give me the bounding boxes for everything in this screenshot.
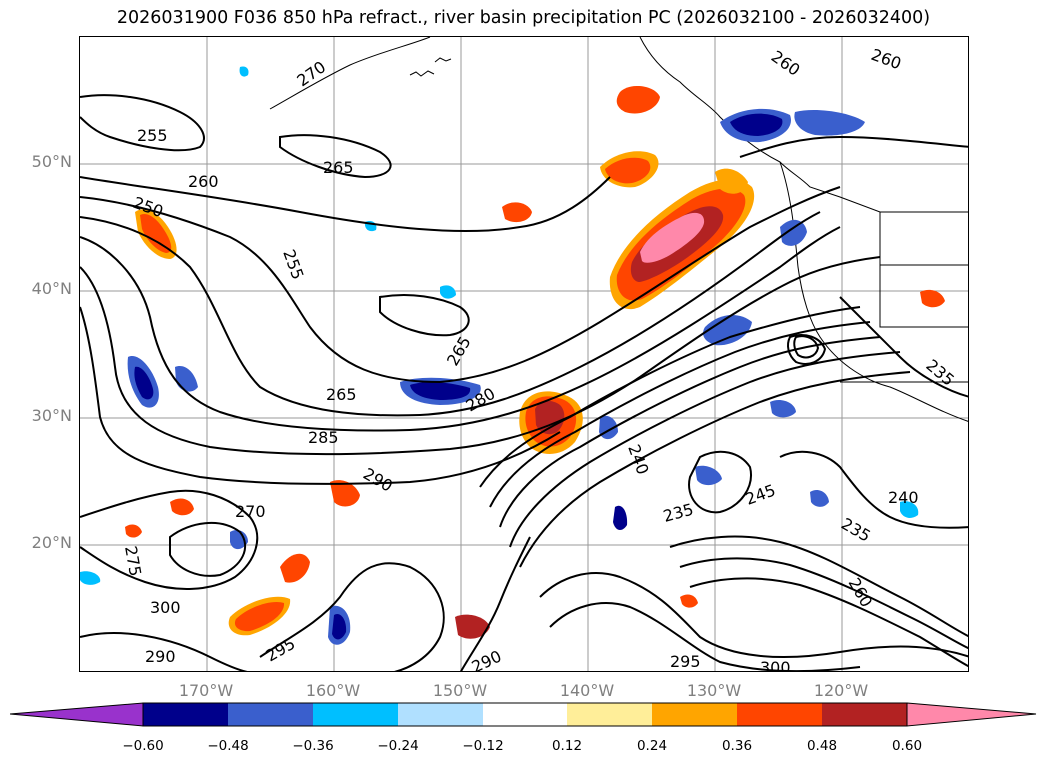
lon-label-170w: 170°W: [178, 681, 234, 700]
precip-shading: [80, 66, 945, 645]
lat-label-30n: 30°N: [31, 406, 72, 425]
map-canvas: 270 260 260 255 265 260 250 255 265 265 …: [80, 37, 968, 672]
contour-label: 265: [326, 385, 357, 404]
lon-label-130w: 130°W: [686, 681, 742, 700]
contour-label: 285: [308, 428, 339, 447]
contour-label: 270: [235, 502, 266, 521]
contour-label: 300: [150, 598, 181, 617]
contour-label: 240: [624, 442, 652, 477]
map-title: 2026031900 F036 850 hPa refract., river …: [116, 8, 931, 28]
contour-label: 265: [443, 333, 475, 369]
colorbar-bin: [737, 703, 822, 726]
colorbar-tick-label: −0.12: [462, 738, 504, 754]
lon-label-120w: 120°W: [813, 681, 869, 700]
colorbar-tick-label: −0.60: [122, 738, 164, 754]
contour-label: 245: [743, 480, 778, 508]
contour-label: 260: [768, 47, 804, 80]
contour-label: 235: [922, 356, 958, 390]
lon-label-150w: 150°W: [432, 681, 488, 700]
contour-label: 240: [888, 488, 919, 507]
colorbar-bin: [398, 703, 483, 726]
colorbar-bin: [822, 703, 907, 726]
colorbar-tick-label: −0.24: [377, 738, 419, 754]
contour-label: 295: [670, 652, 701, 671]
colorbar-bin: [567, 703, 652, 726]
contour-label: 270: [293, 57, 329, 90]
colorbar-bin: [652, 703, 737, 726]
contour-label: 235: [838, 514, 874, 546]
colorbar-extend-max: [906, 702, 1037, 727]
colorbar-tick-label: 0.36: [721, 738, 753, 754]
contour-label: 290: [360, 464, 396, 496]
contour-label: 275: [121, 544, 145, 577]
lon-label-160w: 160°W: [305, 681, 361, 700]
colorbar-tick-label: 0.24: [636, 738, 668, 754]
contour-label: 295: [263, 634, 299, 666]
colorbar-tick-label: 0.12: [551, 738, 583, 754]
colorbar-tick-label: 0.60: [891, 738, 923, 754]
colorbar-tick-label: 0.48: [806, 738, 838, 754]
contour-labels: 270 260 260 255 265 260 250 255 265 265 …: [121, 45, 958, 672]
lon-label-140w: 140°W: [559, 681, 615, 700]
colorbar-bin: [228, 703, 313, 726]
colorbar-tick-label: −0.48: [207, 738, 249, 754]
contour-label: 255: [137, 126, 168, 145]
colorbar-extend-min: [10, 702, 144, 727]
contour-label: 260: [188, 172, 219, 191]
contour-label: 265: [323, 158, 354, 177]
lat-label-20n: 20°N: [31, 533, 72, 552]
colorbar-outline: [142, 702, 908, 727]
lat-label-40n: 40°N: [31, 279, 72, 298]
refractivity-contours: [80, 94, 968, 671]
contour-label: 255: [279, 247, 307, 282]
lat-label-50n: 50°N: [31, 152, 72, 171]
map-panel[interactable]: 270 260 260 255 265 260 250 255 265 265 …: [79, 36, 969, 672]
colorbar-bin: [143, 703, 228, 726]
contour-label: 235: [661, 500, 695, 526]
contour-label: 300: [760, 658, 791, 672]
colorbar: [10, 702, 1037, 727]
contour-label: 260: [845, 575, 877, 611]
colorbar-bin: [313, 703, 398, 726]
contour-label: 290: [145, 647, 176, 666]
contour-label: 260: [869, 45, 904, 73]
colorbar-bin: [483, 703, 567, 726]
colorbar-tick-label: −0.36: [292, 738, 334, 754]
